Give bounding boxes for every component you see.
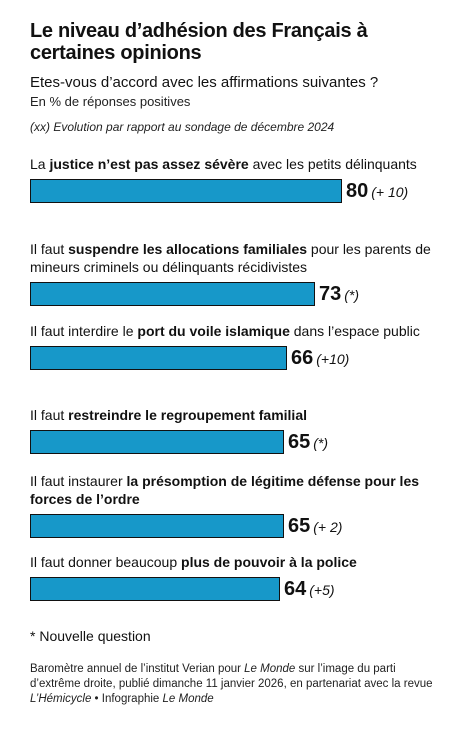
- value-label: 66 (+10): [291, 346, 349, 370]
- question-label: Il faut instaurer la présomption de légi…: [30, 472, 440, 508]
- evolution-label: (+ 2): [313, 519, 343, 535]
- unit-label: En % de réponses positives: [30, 94, 191, 109]
- question-label-text: dans l’espace public: [289, 323, 420, 339]
- evolution-label: (+10): [316, 351, 350, 367]
- bar-item: Il faut restreindre le regroupement fami…: [30, 406, 440, 454]
- evolution-label: (*): [313, 435, 329, 451]
- source-text: Baromètre annuel de l’institut Verian po…: [30, 663, 245, 675]
- bar-row: 80 (+ 10): [30, 179, 440, 203]
- evolution-label: (+5): [309, 582, 335, 598]
- chart-title: Le niveau d’adhésion des Français à cert…: [30, 20, 368, 64]
- question-label-bold: plus de pouvoir à la police: [181, 554, 357, 570]
- value-number: 65: [288, 431, 311, 453]
- question-label: Il faut restreindre le regroupement fami…: [30, 406, 440, 424]
- bar-item: Il faut suspendre les allocations famili…: [30, 240, 440, 306]
- question-label-text: pour les parents de mineurs criminels ou…: [30, 241, 431, 275]
- question-label: Il faut interdire le port du voile islam…: [30, 322, 440, 340]
- question-label: Il faut suspendre les allocations famili…: [30, 240, 440, 276]
- question-label-text: Il faut interdire le: [30, 323, 138, 339]
- value-number: 73: [319, 283, 342, 305]
- bar-row: 65 (+ 2): [30, 514, 440, 538]
- new-question-note: * Nouvelle question: [30, 628, 151, 644]
- source-italic: Le Monde: [244, 663, 296, 675]
- value-label: 73 (*): [319, 282, 359, 306]
- question-label-text: avec les petits délinquants: [248, 156, 417, 172]
- question-label-bold: justice n’est pas assez sévère: [49, 156, 249, 172]
- value-label: 64 (+5): [284, 577, 335, 601]
- question-label-bold: port du voile islamique: [137, 323, 290, 339]
- value-number: 64: [284, 578, 307, 600]
- bar-row: 73 (*): [30, 282, 440, 306]
- question-label-text: Il faut donner beaucoup: [30, 554, 182, 570]
- question-label-text: Il faut: [30, 407, 69, 423]
- question-label-bold: suspendre les allocations familiales: [68, 241, 308, 257]
- bar: [30, 430, 284, 454]
- value-label: 80 (+ 10): [346, 179, 408, 203]
- evolution-note: (xx) Evolution par rapport au sondage de…: [30, 120, 335, 134]
- question-label: Il faut donner beaucoup plus de pouvoir …: [30, 553, 440, 571]
- evolution-label: (+ 10): [371, 184, 409, 200]
- bar-row: 66 (+10): [30, 346, 440, 370]
- value-label: 65 (+ 2): [288, 514, 342, 538]
- bar: [30, 514, 284, 538]
- bar-row: 65 (*): [30, 430, 440, 454]
- source-note: Baromètre annuel de l’institut Verian po…: [30, 662, 440, 707]
- value-number: 65: [288, 515, 311, 537]
- source-text: • Infographie: [91, 693, 163, 705]
- question-label-text: Il faut instaurer: [30, 473, 127, 489]
- bar: [30, 346, 287, 370]
- source-italic: L’Hémicycle: [30, 693, 92, 705]
- source-italic: Le Monde: [162, 693, 214, 705]
- bar-item: Il faut instaurer la présomption de légi…: [30, 472, 440, 538]
- value-number: 80: [346, 180, 369, 202]
- bar-item: La justice n’est pas assez sévère avec l…: [30, 155, 440, 203]
- chart-subtitle: Etes-vous d’accord avec les affirmations…: [30, 74, 379, 91]
- question-label-bold: restreindre le regroupement familial: [68, 407, 307, 423]
- bar-item: Il faut interdire le port du voile islam…: [30, 322, 440, 370]
- value-label: 65 (*): [288, 430, 328, 454]
- source-text: sur l’image du parti d’extrême droite, p…: [30, 663, 433, 690]
- bar: [30, 179, 342, 203]
- bar: [30, 577, 280, 601]
- question-label-text: La: [30, 156, 50, 172]
- question-label: La justice n’est pas assez sévère avec l…: [30, 155, 440, 173]
- question-label-text: Il faut: [30, 241, 69, 257]
- bar: [30, 282, 315, 306]
- evolution-label: (*): [344, 287, 360, 303]
- value-number: 66: [291, 347, 314, 369]
- bar-row: 64 (+5): [30, 577, 440, 601]
- bar-item: Il faut donner beaucoup plus de pouvoir …: [30, 553, 440, 601]
- question-label-bold: la présomption de légitime défense pour …: [30, 473, 420, 507]
